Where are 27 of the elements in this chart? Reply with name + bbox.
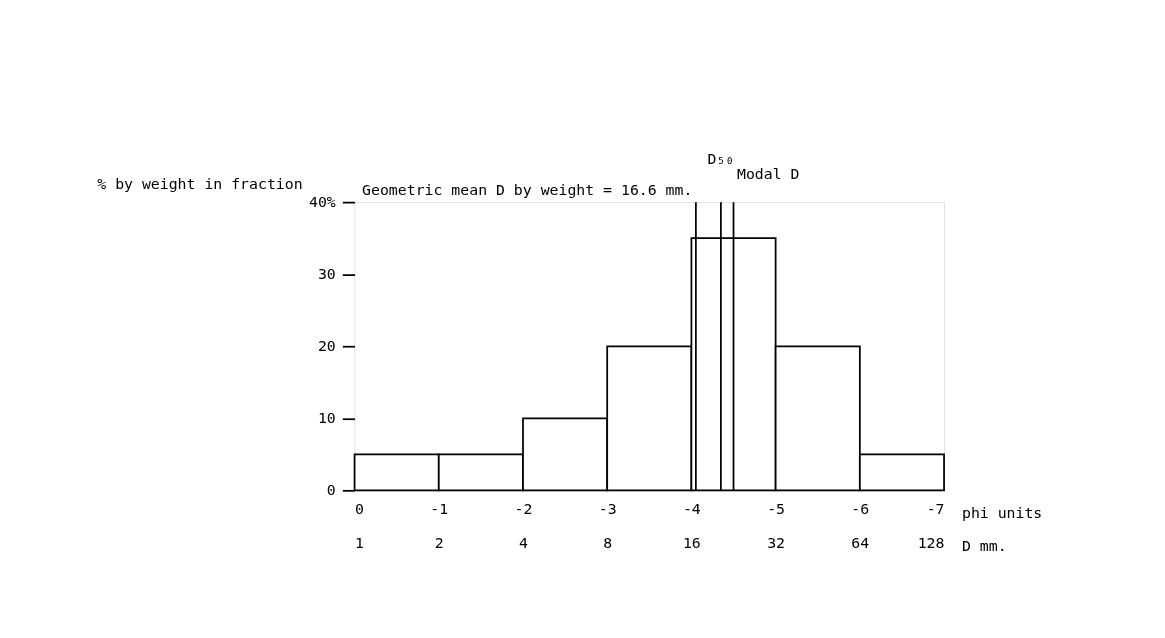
ref-line-label: D₅₀ [707,149,735,167]
x2-axis-title: D mm. [961,537,1007,555]
x2-tick-label: 4 [518,533,528,551]
x2-tick-label: 1 [355,533,364,551]
x-tick-label: -6 [851,500,870,518]
y-tick-label: 0 [326,481,336,499]
x2-tick-label: 16 [682,533,701,551]
y-tick-label: 40% [308,192,336,210]
x-tick-label: -7 [926,500,945,518]
y-tick-label: 30 [317,265,336,283]
x-tick-label: -1 [430,500,449,518]
x2-tick-label: 8 [603,533,613,551]
x-tick-label: -2 [514,500,533,518]
x-tick-label: -3 [598,500,617,518]
y-tick-label: 10 [317,409,336,427]
x2-tick-label: 32 [767,533,785,551]
x-tick-label: -4 [682,500,701,518]
ref-line-label: Geometric mean D by weight = 16.6 mm. [362,181,693,199]
y-tick-label: 20 [317,337,336,355]
x2-tick-label: 2 [434,533,444,551]
y-axis-title: % by weight in fraction [97,174,303,192]
x2-tick-label: 64 [851,533,870,551]
x-tick-label: 0 [355,500,364,518]
x2-tick-label: 128 [917,533,945,551]
x-axis-title: phi units [961,503,1043,521]
x-tick-label: -5 [767,500,785,518]
ref-line-label: Modal D [737,165,800,183]
